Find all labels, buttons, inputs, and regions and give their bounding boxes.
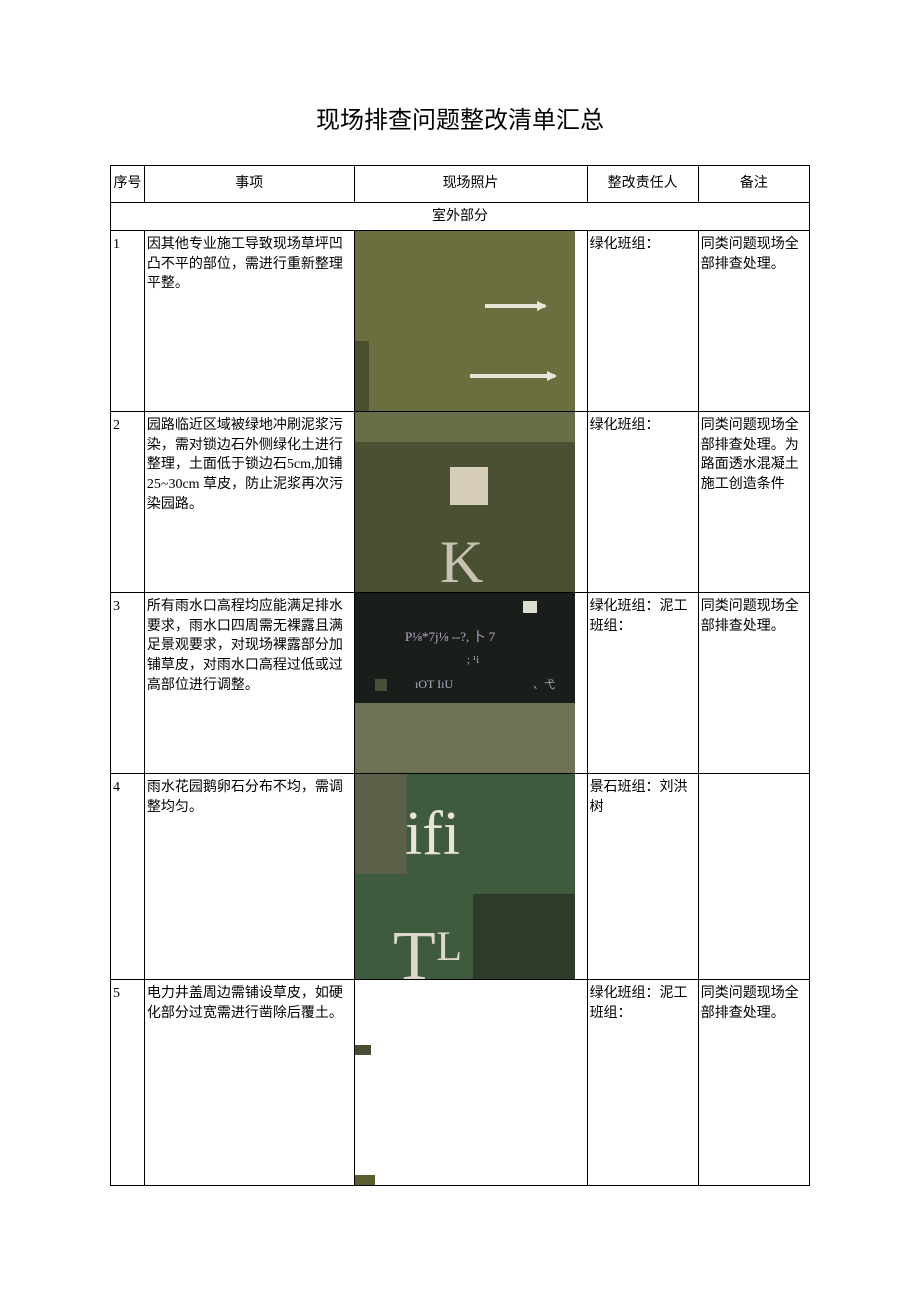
cell-note: 同类问题现场全部排查处理。: [698, 980, 809, 1186]
cell-person: 绿化班组：泥工班组：: [587, 593, 698, 774]
svg-text:Tᴸ: Tᴸ: [393, 918, 462, 979]
cell-note: 同类问题现场全部排查处理。为路面透水混凝土施工创造条件: [698, 412, 809, 593]
cell-note: 同类问题现场全部排查处理。: [698, 593, 809, 774]
table-row: 3所有雨水口高程均应能满足排水要求，雨水口四周需无裸露且满足景观要求，对现场裸露…: [111, 593, 810, 774]
cell-person: 绿化班组：: [587, 412, 698, 593]
header-person: 整改责任人: [587, 166, 698, 203]
cell-item: 园路临近区域被绿地冲刷泥浆污染，需对锁边石外侧绿化土进行整理，土面低于锁边石5c…: [144, 412, 354, 593]
table-row: 5电力井盖周边需铺设草皮，如硬化部分过宽需进行凿除后覆土。 绿化班组：泥工班组：同…: [111, 980, 810, 1186]
svg-text:、弋: 、弋: [533, 678, 555, 691]
cell-seq: 1: [111, 231, 145, 412]
cell-item: 因其他专业施工导致现场草坪凹凸不平的部位，需进行重新整理平整。: [144, 231, 354, 412]
cell-photo: [354, 231, 587, 412]
cell-photo: P⅛*7j⅛ --?, 卜 7 ; ¹i ɪOT IɪU 、弋: [354, 593, 587, 774]
svg-text:ɪOT IɪU: ɪOT IɪU: [415, 677, 453, 691]
header-note: 备注: [698, 166, 809, 203]
page-title: 现场排查问题整改清单汇总: [110, 100, 810, 135]
section-label: 室外部分: [111, 202, 810, 231]
cell-seq: 4: [111, 774, 145, 980]
table-header-row: 序号 事项 现场照片 整改责任人 备注: [111, 166, 810, 203]
cell-note: [698, 774, 809, 980]
header-photo: 现场照片: [354, 166, 587, 203]
cell-note: 同类问题现场全部排查处理。: [698, 231, 809, 412]
cell-person: 绿化班组：泥工班组：: [587, 980, 698, 1186]
cell-seq: 3: [111, 593, 145, 774]
cell-photo: ifi Tᴸ: [354, 774, 587, 980]
cell-item: 电力井盖周边需铺设草皮，如硬化部分过宽需进行凿除后覆土。: [144, 980, 354, 1186]
cell-seq: 2: [111, 412, 145, 593]
table-row: 1因其他专业施工导致现场草坪凹凸不平的部位，需进行重新整理平整。 绿化班组：同类问…: [111, 231, 810, 412]
section-row: 室外部分: [111, 202, 810, 231]
svg-text:; ¹i: ; ¹i: [467, 654, 479, 666]
svg-text:P⅛*7j⅛ --?, 卜 7: P⅛*7j⅛ --?, 卜 7: [405, 629, 496, 644]
svg-text:ifi: ifi: [405, 800, 460, 868]
cell-photo: [354, 980, 587, 1186]
cell-item: 所有雨水口高程均应能满足排水要求，雨水口四周需无裸露且满足景观要求，对现场裸露部…: [144, 593, 354, 774]
table-row: 2园路临近区域被绿地冲刷泥浆污染，需对锁边石外侧绿化土进行整理，土面低于锁边石5…: [111, 412, 810, 593]
cell-person: 绿化班组：: [587, 231, 698, 412]
cell-item: 雨水花园鹅卵石分布不均，需调整均匀。: [144, 774, 354, 980]
cell-seq: 5: [111, 980, 145, 1186]
table-body: 室外部分 1因其他专业施工导致现场草坪凹凸不平的部位，需进行重新整理平整。绿化班…: [111, 202, 810, 1186]
cell-photo: K: [354, 412, 587, 593]
header-item: 事项: [144, 166, 354, 203]
issues-table: 序号 事项 现场照片 整改责任人 备注 室外部分 1因其他专业施工导致现场草坪凹…: [110, 165, 810, 1186]
table-row: 4雨水花园鹅卵石分布不均，需调整均匀。 ifi Tᴸ 景石班组：刘洪树: [111, 774, 810, 980]
svg-text:K: K: [440, 529, 483, 592]
header-seq: 序号: [111, 166, 145, 203]
cell-person: 景石班组：刘洪树: [587, 774, 698, 980]
